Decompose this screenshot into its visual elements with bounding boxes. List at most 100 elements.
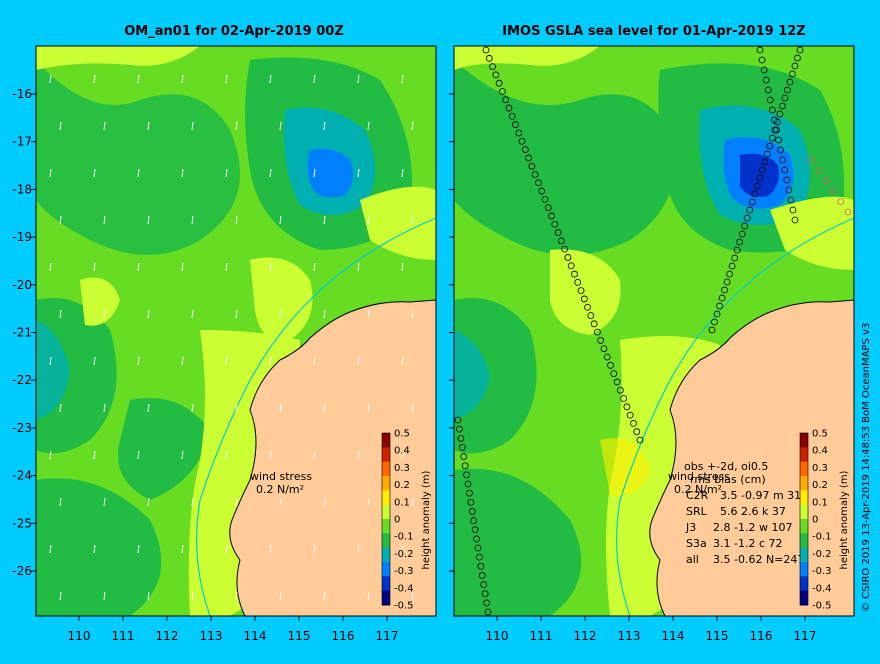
- wind-arrow: [59, 309, 62, 319]
- colorbar-tick-label: 0: [394, 515, 400, 526]
- wind-arrow: [279, 591, 282, 601]
- obs-point: [633, 428, 641, 436]
- wind-arrow: [93, 356, 96, 366]
- colorbar-segment: [800, 562, 808, 577]
- obs-point: [736, 238, 744, 246]
- colorbar-tick-label: 0.4: [394, 446, 410, 457]
- colorbar-segment: [382, 504, 390, 520]
- colorbar-tick-label: -0.1: [394, 532, 414, 543]
- colorbar-segment: [382, 576, 390, 592]
- obs-point: [541, 195, 549, 203]
- colorbar-tick-label: 0.4: [812, 446, 828, 457]
- wind-arrow: [235, 309, 238, 319]
- obs-point: [786, 78, 794, 86]
- wind-arrow: [235, 403, 238, 413]
- obs-point: [584, 303, 591, 311]
- wind-arrow: [367, 591, 370, 601]
- wind-arrow: [357, 74, 360, 84]
- wind-arrow: [269, 168, 272, 178]
- wind-arrow: [103, 309, 106, 319]
- wind-arrow: [191, 403, 194, 413]
- colorbar-tick-label: 0: [812, 515, 818, 526]
- wind-arrow: [103, 121, 106, 131]
- obs-point: [458, 444, 466, 451]
- wind-arrow: [313, 74, 316, 84]
- obs-point: [753, 182, 761, 190]
- lat-tick-label: -16: [12, 87, 32, 101]
- obs-point: [728, 262, 736, 270]
- wind-arrow: [225, 544, 228, 554]
- colorbar-tick-label: 0.2: [812, 480, 828, 491]
- obs-point: [457, 434, 465, 442]
- wind-arrow: [357, 450, 360, 460]
- wind-arrow: [59, 591, 62, 601]
- obs-point: [535, 179, 542, 187]
- obs-point: [456, 425, 463, 433]
- obs-point: [574, 278, 582, 286]
- colorbar-tick-label: 0.1: [812, 497, 828, 508]
- wind-arrow: [103, 497, 106, 507]
- obs-point: [758, 166, 766, 174]
- wind-arrow: [367, 309, 370, 319]
- obs-point: [766, 142, 774, 150]
- wind-arrow: [367, 121, 370, 131]
- obs-point: [787, 196, 795, 204]
- colorbar-tick-label: 0.3: [812, 463, 828, 474]
- wind-arrow: [191, 309, 194, 319]
- wind-arrow: [137, 356, 140, 366]
- lon-tick-label: 114: [662, 629, 685, 643]
- wind-arrow: [269, 74, 272, 84]
- wind-arrow: [323, 403, 326, 413]
- colorbar-tick-label: 0.3: [394, 463, 410, 474]
- wind-arrow: [357, 262, 360, 272]
- obs-point: [796, 46, 804, 54]
- obs-subheader: rms bias (cm): [690, 473, 766, 486]
- obs-header: obs +-2d, oi0.5: [684, 460, 768, 473]
- wind-arrow: [137, 450, 140, 460]
- obs-point: [776, 110, 784, 118]
- colorbar-segment: [382, 547, 390, 563]
- wind-arrow: [147, 121, 150, 131]
- colorbar-segment: [800, 533, 808, 549]
- obs-point: [781, 166, 789, 174]
- wind-arrow: [235, 591, 238, 601]
- obs-point: [623, 403, 631, 411]
- obs-point: [771, 116, 778, 124]
- obs-point: [837, 198, 845, 206]
- wind-arrow: [313, 544, 316, 554]
- obs-point: [761, 158, 769, 166]
- obs-point: [603, 353, 611, 361]
- wind-arrow: [401, 168, 404, 178]
- obs-point: [751, 190, 759, 198]
- obs-point: [794, 54, 801, 62]
- wind-arrow: [191, 591, 194, 601]
- wind-arrow: [191, 497, 194, 507]
- colorbar-tick-label: -0.5: [812, 601, 832, 612]
- obs-point: [823, 177, 830, 185]
- obs-point: [711, 318, 718, 326]
- obs-point: [791, 216, 799, 224]
- wind-arrow: [225, 450, 228, 460]
- obs-point: [597, 337, 605, 344]
- obs-point: [473, 535, 480, 543]
- obs-point: [571, 270, 578, 278]
- left-colorbar-label: height anomaly (m): [421, 470, 432, 569]
- lat-tick-label: -25: [12, 516, 32, 530]
- obs-point: [512, 121, 519, 129]
- right-wind-label: wind stress: [668, 470, 730, 483]
- colorbar-segment: [382, 433, 390, 448]
- right-wind-scale: 0.2 N/m²: [674, 483, 722, 496]
- obs-point: [544, 204, 552, 212]
- colorbar-tick-label: -0.4: [812, 583, 832, 594]
- obs-point: [636, 436, 644, 444]
- lat-tick-label: -22: [12, 373, 32, 387]
- colorbar-segment: [382, 447, 390, 463]
- obs-row-name: S3a: [686, 537, 707, 550]
- wind-arrow: [313, 356, 316, 366]
- obs-point: [721, 286, 728, 294]
- wind-arrow: [147, 309, 150, 319]
- colorbar-segment: [800, 504, 808, 520]
- lon-tick-label: 115: [706, 629, 729, 643]
- obs-point: [771, 126, 779, 134]
